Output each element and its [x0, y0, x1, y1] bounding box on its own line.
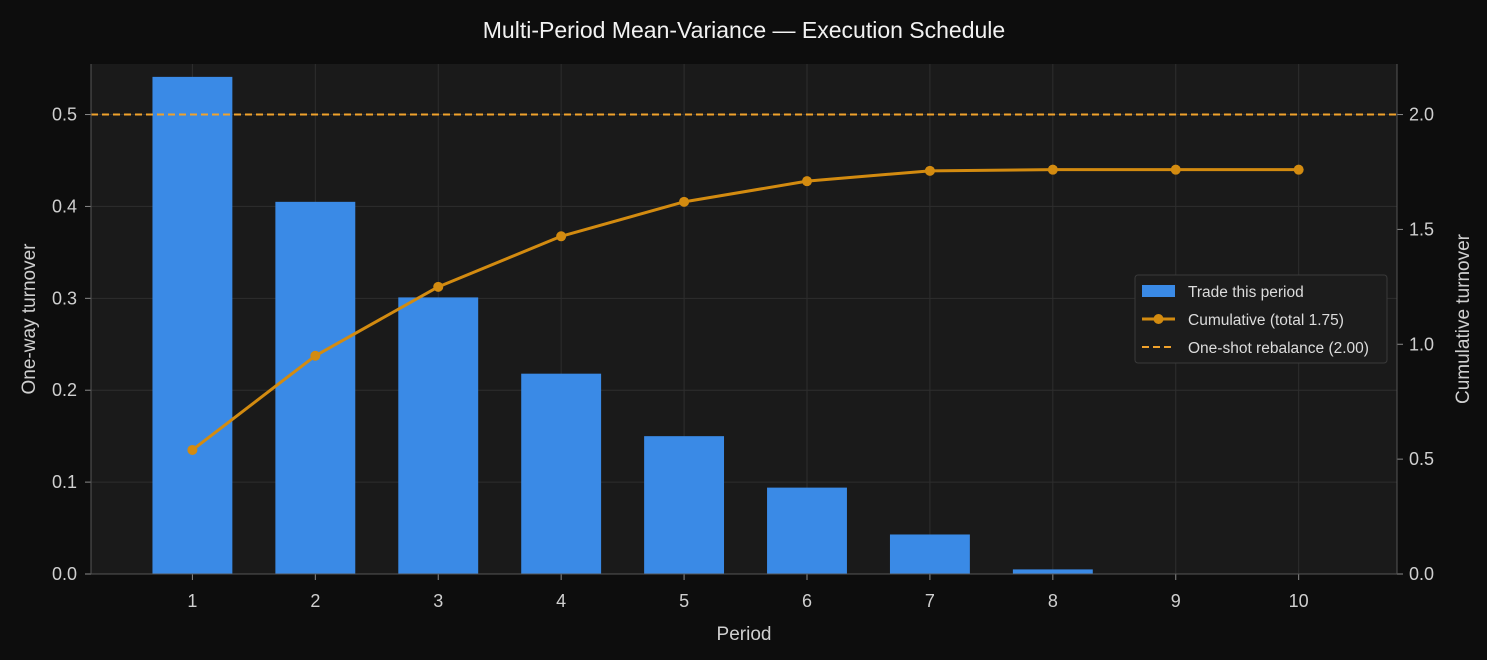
cumulative-point: [310, 350, 321, 361]
cumulative-point: [801, 176, 812, 187]
cumulative-point: [1170, 164, 1181, 175]
x-tick-label: 3: [433, 591, 443, 611]
cumulative-point: [556, 231, 567, 242]
cumulative-line-layer: [187, 164, 1304, 455]
chart-title: Multi-Period Mean-Variance — Execution S…: [483, 17, 1005, 43]
bar: [1012, 569, 1093, 574]
y-tick-label: 0.1: [52, 472, 77, 492]
cumulative-point: [187, 444, 198, 455]
legend: Trade this period Cumulative (total 1.75…: [1134, 274, 1388, 364]
y-tick-label: 0.2: [52, 380, 77, 400]
x-tick-label: 8: [1048, 591, 1058, 611]
bar: [275, 201, 356, 575]
axes-layer: 1 2 3 4 5 6 7 8 9 10 0.0 0.1 0.2 0.3 0.4 0.5 0.0 0.5 1.0 1.…: [52, 64, 1434, 611]
x-tick-label: 4: [556, 591, 566, 611]
x-tick-label: 7: [925, 591, 935, 611]
x-tick-label: 9: [1171, 591, 1181, 611]
y2-tick-label: 0.5: [1409, 449, 1434, 469]
bar: [767, 487, 847, 574]
x-tick-label: 5: [679, 591, 689, 611]
legend-label-line: Cumulative (total 1.75): [1188, 312, 1344, 329]
bar: [152, 76, 233, 574]
y-tick-label: 0.5: [52, 105, 77, 125]
y-tick-label: 0.3: [52, 288, 77, 308]
legend-swatch-marker: [1153, 314, 1164, 324]
legend-box: [1134, 274, 1388, 364]
bar: [521, 373, 602, 574]
y2-tick-label: 2.0: [1409, 105, 1434, 125]
x-tick-label: 10: [1289, 591, 1309, 611]
x-axis-label: Period: [717, 624, 772, 645]
y2-axis-label: Cumulative turnover: [1453, 233, 1474, 404]
y-axis-label: One-way turnover: [19, 243, 40, 395]
x-tick-label: 2: [310, 591, 320, 611]
y2-tick-label: 0.0: [1409, 564, 1434, 584]
x-tick-label: 6: [802, 591, 812, 611]
legend-swatch-bars: [1142, 285, 1175, 297]
y-tick-label: 0.4: [52, 196, 77, 216]
cumulative-point: [924, 165, 935, 176]
y2-tick-label: 1.0: [1409, 334, 1434, 354]
cumulative-point: [1047, 164, 1058, 175]
bar: [644, 436, 725, 574]
y2-tick-label: 1.5: [1409, 219, 1434, 239]
cumulative-line: [191, 168, 1299, 452]
x-tick-label: 1: [187, 591, 197, 611]
cumulative-point: [679, 196, 690, 207]
legend-label-dashed: One-shot rebalance (2.00): [1188, 340, 1369, 357]
legend-label-bars: Trade this period: [1188, 284, 1304, 301]
bars-layer: [152, 76, 1093, 575]
bar: [889, 534, 970, 574]
y-tick-label: 0.0: [52, 564, 77, 584]
cumulative-point: [433, 281, 444, 292]
cumulative-point: [1293, 164, 1304, 175]
bar: [398, 297, 479, 574]
